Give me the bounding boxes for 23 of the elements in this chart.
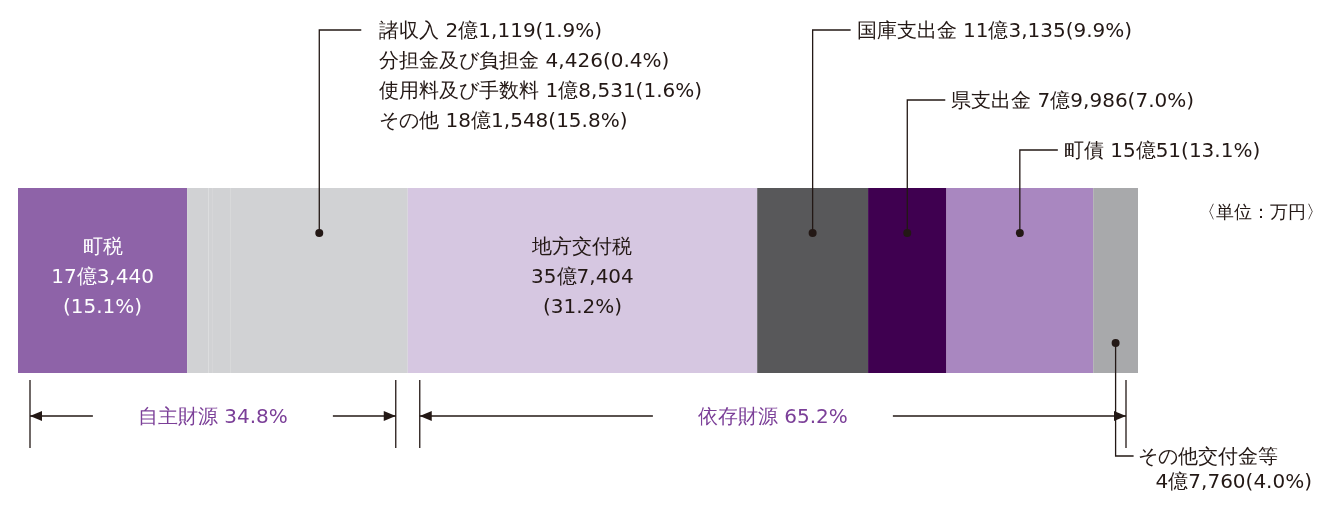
text: その他 18億1,548(15.8%)	[379, 108, 628, 132]
series-label: 町税	[82, 233, 123, 258]
text: 県支出金 7億9,986(7.0%)	[951, 88, 1195, 112]
series-label: 地方交付税	[531, 233, 633, 258]
text: 町債 15億51(13.1%)	[1063, 138, 1261, 162]
data-label: 17億3,440(15.1%)	[51, 263, 154, 318]
text: 国庫支出金 11億3,135(9.9%)	[856, 18, 1133, 42]
data-label: 35億7,404(31.2%)	[531, 263, 634, 318]
bar	[868, 188, 947, 373]
text: 使用料及び手数料 1億8,531(1.6%)	[379, 78, 703, 102]
bar	[407, 188, 758, 373]
bar	[18, 188, 188, 373]
text: 〈単位：万円〉	[1198, 201, 1324, 222]
text: 自主財源 34.8%	[137, 404, 288, 428]
text: 依存財源 65.2%	[697, 404, 848, 428]
text: 諸収入 2億1,119(1.9%)	[379, 18, 603, 42]
text: その他交付金等	[1137, 444, 1278, 468]
bar	[946, 188, 1094, 373]
data-label: 4億7,760(4.0%)	[1155, 469, 1313, 493]
text: 分担金及び負担金 4,426(0.4%)	[379, 48, 670, 72]
bar	[1093, 188, 1138, 373]
bar	[757, 188, 869, 373]
bar	[187, 188, 209, 373]
